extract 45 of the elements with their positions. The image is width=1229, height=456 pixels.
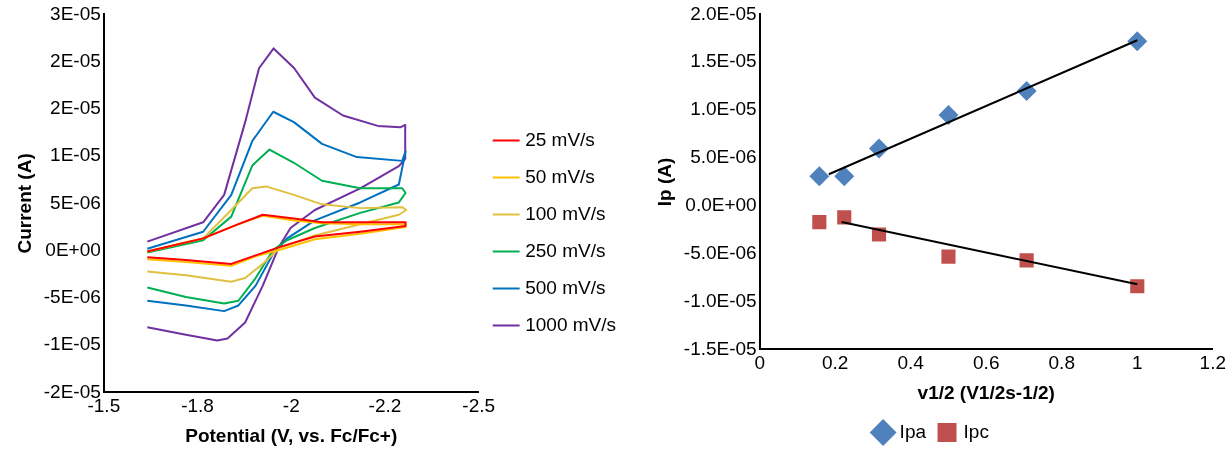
x-tick-label: 0.4	[897, 352, 925, 374]
y-tick-label: 2E-05	[50, 97, 101, 119]
y-tick-label: -1E-05	[43, 333, 101, 355]
legend-label: 250 mV/s	[525, 239, 606, 261]
point	[834, 166, 855, 187]
x-tick-label: -2	[282, 395, 300, 417]
y-tick-label: 3E-05	[50, 2, 101, 24]
y-tick-label: -1.0E-05	[683, 289, 757, 311]
x-tick-label: 1	[1131, 352, 1143, 374]
x-axis-title: Potential (V, vs. Fc/Fc+)	[185, 424, 398, 446]
legend-label: 1000 mV/s	[525, 313, 616, 335]
y-tick-label: 2.0E-05	[690, 2, 757, 24]
y-tick-label: 1.5E-05	[690, 50, 757, 72]
legend-label: 25 mV/s	[525, 128, 595, 150]
y-tick-label: 2E-05	[50, 49, 101, 71]
x-axis-title: v1/2 (V1/2s-1/2)	[917, 381, 1055, 403]
point	[941, 249, 956, 264]
x-tick-label: -1.8	[181, 395, 214, 417]
y-tick-label: 0E+00	[45, 238, 101, 260]
legend-label: Ipa	[899, 420, 927, 442]
point	[1127, 31, 1148, 52]
y-axis-title: Ip (A)	[653, 157, 675, 207]
point	[938, 104, 959, 125]
y-tick-label: 1.0E-05	[690, 98, 757, 120]
point	[1130, 279, 1145, 294]
x-tick-label: 0.6	[973, 352, 1000, 374]
point	[812, 215, 827, 230]
y-tick-label: 0.0E+00	[685, 194, 757, 216]
y-tick-label: 5.0E-06	[690, 146, 757, 168]
y-tick-label: -5.0E-06	[683, 241, 757, 263]
legend-label: 100 mV/s	[525, 202, 606, 224]
point	[809, 166, 830, 187]
y-tick-label: -1.5E-05	[683, 337, 757, 359]
x-tick-label: 0.8	[1048, 352, 1075, 374]
legend-label: Ipc	[963, 420, 989, 442]
y-tick-label: 1E-05	[50, 144, 101, 166]
x-tick-label: 1.2	[1199, 352, 1226, 374]
legend-label: 500 mV/s	[525, 276, 606, 298]
y-tick-label: -5E-06	[43, 286, 101, 308]
legend-label: 50 mV/s	[525, 165, 595, 187]
x-tick-label: -2.5	[462, 395, 496, 417]
y-tick-label: 5E-06	[50, 191, 101, 213]
y-axis-title: Current (A)	[13, 153, 35, 254]
x-tick-label: -2.2	[368, 395, 402, 417]
x-tick-label: 0.2	[821, 352, 849, 374]
